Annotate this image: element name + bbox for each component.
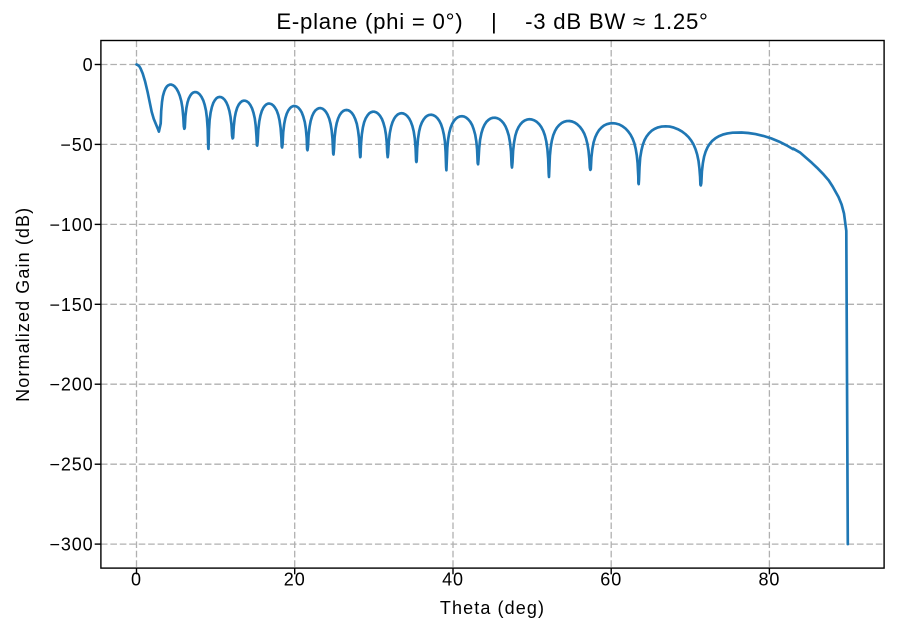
svg-text:0: 0 (131, 569, 142, 589)
svg-text:80: 80 (758, 569, 780, 589)
svg-text:Normalized Gain (dB): Normalized Gain (dB) (13, 207, 33, 402)
svg-text:E-plane (phi = 0°) | -3: E-plane (phi = 0°) | -3 dB BW ≈ 1.25° (276, 9, 708, 34)
svg-text:−250: −250 (49, 455, 93, 475)
svg-text:−300: −300 (49, 535, 93, 555)
svg-text:−200: −200 (49, 375, 93, 395)
svg-text:40: 40 (442, 569, 464, 589)
svg-text:Theta (deg): Theta (deg) (440, 598, 545, 618)
svg-text:−100: −100 (49, 215, 93, 235)
svg-text:0: 0 (83, 55, 94, 75)
svg-text:−150: −150 (49, 295, 93, 315)
svg-text:60: 60 (600, 569, 622, 589)
svg-text:−50: −50 (60, 135, 93, 155)
svg-text:20: 20 (284, 569, 306, 589)
